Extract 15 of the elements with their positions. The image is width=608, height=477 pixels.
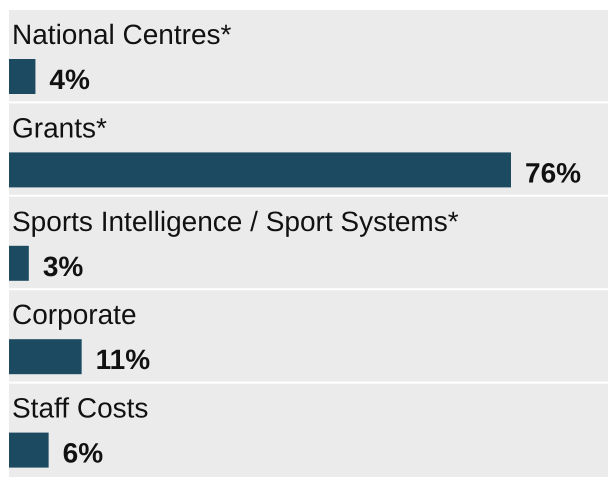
data-label: 76% (525, 157, 582, 188)
bar (9, 339, 82, 374)
data-label: 3% (42, 250, 84, 282)
bar (9, 59, 36, 94)
bar (9, 432, 49, 468)
y-tick-label: National Centres* (12, 19, 232, 50)
y-tick-label: Grants* (12, 112, 108, 144)
data-label: 11% (96, 344, 150, 376)
y-tick-label: Staff Costs (12, 392, 148, 424)
y-tick-label: Corporate (12, 299, 137, 330)
bar (9, 246, 29, 281)
data-label: 6% (62, 438, 104, 469)
bar (9, 152, 511, 188)
y-tick-label: Sports Intelligence / Sport Systems* (12, 206, 459, 237)
data-label: 4% (49, 64, 90, 95)
